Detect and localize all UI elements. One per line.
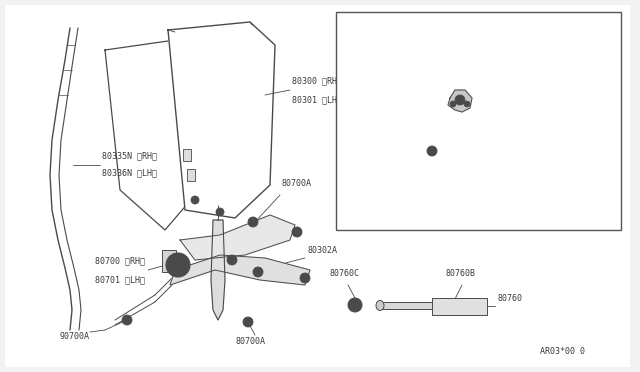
Text: F/PWR WINDOW: F/PWR WINDOW <box>344 34 408 43</box>
Circle shape <box>429 148 435 154</box>
Text: 80300 〈RH〉: 80300 〈RH〉 <box>292 76 342 85</box>
Text: 80336N 〈LH〉: 80336N 〈LH〉 <box>102 168 157 177</box>
Polygon shape <box>168 22 275 218</box>
Bar <box>336 12 621 230</box>
Ellipse shape <box>376 301 384 311</box>
Circle shape <box>216 208 224 216</box>
Circle shape <box>427 146 437 156</box>
Circle shape <box>256 270 260 274</box>
Bar <box>432 298 487 315</box>
Circle shape <box>174 261 182 269</box>
Text: 80700A: 80700A <box>450 162 480 171</box>
Text: 80760: 80760 <box>497 294 522 303</box>
Bar <box>380 302 435 309</box>
Circle shape <box>348 298 362 312</box>
Circle shape <box>166 253 190 277</box>
Circle shape <box>303 276 307 280</box>
Circle shape <box>191 196 199 204</box>
Polygon shape <box>211 220 225 320</box>
Text: 80730 〈RH〉: 80730 〈RH〉 <box>492 103 542 112</box>
Circle shape <box>125 318 129 322</box>
Circle shape <box>251 220 255 224</box>
Circle shape <box>193 198 197 202</box>
Circle shape <box>353 304 356 307</box>
Circle shape <box>457 97 463 103</box>
Text: CAN.S.GXE: CAN.S.GXE <box>344 22 392 31</box>
Circle shape <box>464 101 470 107</box>
Bar <box>187 169 195 181</box>
Circle shape <box>230 258 234 262</box>
Polygon shape <box>180 215 295 260</box>
Circle shape <box>227 255 237 265</box>
Bar <box>162 250 176 272</box>
Circle shape <box>455 95 465 105</box>
Text: 80700A: 80700A <box>235 337 265 346</box>
Text: 80335N 〈RH〉: 80335N 〈RH〉 <box>102 151 157 160</box>
Circle shape <box>170 257 186 273</box>
Polygon shape <box>448 90 472 112</box>
Polygon shape <box>170 255 310 285</box>
Circle shape <box>246 320 250 324</box>
Text: 80302A: 80302A <box>308 246 338 255</box>
Text: 80700 〈RH〉: 80700 〈RH〉 <box>95 256 145 265</box>
Circle shape <box>300 273 310 283</box>
Text: AR03*00 0: AR03*00 0 <box>540 347 585 356</box>
Circle shape <box>351 301 359 309</box>
Text: 80760C: 80760C <box>330 269 360 278</box>
Circle shape <box>450 101 456 107</box>
Circle shape <box>248 217 258 227</box>
Circle shape <box>253 267 263 277</box>
Text: 80731 〈LH〉: 80731 〈LH〉 <box>492 122 542 131</box>
Circle shape <box>295 230 299 234</box>
Circle shape <box>218 210 222 214</box>
Text: 80701 〈LH〉: 80701 〈LH〉 <box>95 275 145 284</box>
Circle shape <box>122 315 132 325</box>
Text: 90700A: 90700A <box>60 332 90 341</box>
Circle shape <box>292 227 302 237</box>
Text: 80301 〈LH〉: 80301 〈LH〉 <box>292 95 342 104</box>
Text: 80760B: 80760B <box>445 269 475 278</box>
Polygon shape <box>105 40 200 230</box>
Circle shape <box>243 317 253 327</box>
Text: 80700A: 80700A <box>282 179 312 188</box>
Bar <box>183 149 191 161</box>
